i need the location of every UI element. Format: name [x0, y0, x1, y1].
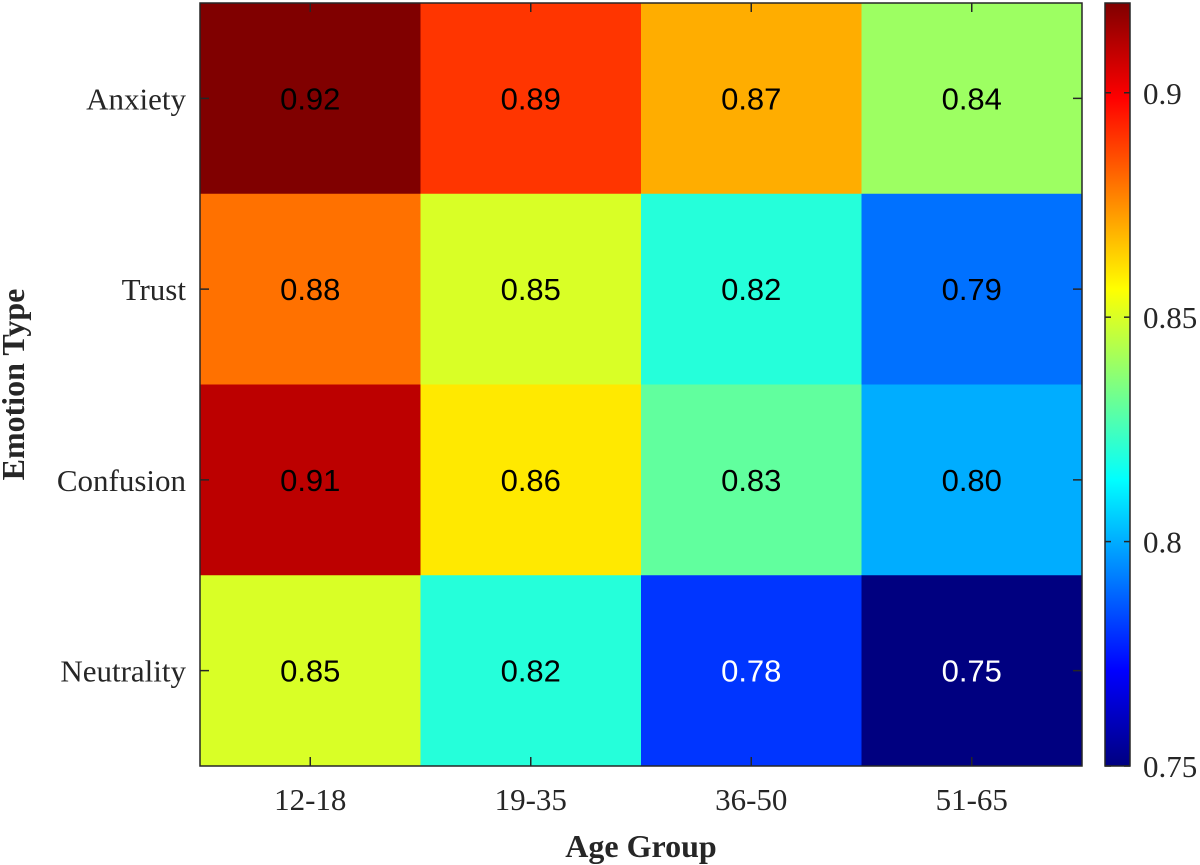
y-tick-label: Trust [122, 272, 187, 307]
heatmap-value-labels: 0.92 0.89 0.87 0.84 0.88 0.85 0.82 0.79 0.91 0.86… [280, 81, 1002, 688]
y-tick-label: Neutrality [60, 654, 186, 689]
cell-value-label: 0.82 [721, 272, 781, 307]
cell-value-label: 0.91 [280, 463, 340, 498]
y-axis-ticks: Anxiety Trust Confusion Neutrality [57, 81, 1082, 689]
heatmap-cell [420, 3, 642, 195]
cell-value-label: 0.82 [501, 654, 561, 689]
cell-value-label: 0.75 [942, 654, 1002, 689]
heatmap-cells [200, 3, 1083, 767]
cell-value-label: 0.85 [280, 654, 340, 689]
plot-frame [199, 2, 1083, 767]
cell-value-label: 0.87 [721, 81, 781, 116]
cell-value-label: 0.83 [721, 463, 781, 498]
colorbar-ticks: 0.75 0.8 0.85 0.9 [1105, 76, 1197, 784]
heatmap-cell [641, 193, 862, 385]
heatmap-cell [200, 193, 421, 385]
x-tick-label: 51-65 [936, 782, 1008, 817]
colorbar-gradient [1104, 2, 1131, 767]
heatmap-cell [420, 193, 642, 385]
heatmap-cell [861, 3, 1083, 195]
cell-value-label: 0.88 [280, 272, 340, 307]
colorbar: 0.75 0.8 0.85 0.9 [1104, 2, 1197, 784]
heatmap-cell [641, 575, 862, 767]
colorbar-tick-label: 0.8 [1143, 525, 1182, 560]
x-tick-label: 36-50 [715, 782, 787, 817]
x-axis-ticks: 12-18 19-35 36-50 51-65 [274, 3, 1008, 817]
heatmap-cell [861, 193, 1083, 385]
heatmap-cell [420, 384, 642, 576]
cell-value-label: 0.78 [721, 654, 781, 689]
cell-value-label: 0.84 [942, 81, 1002, 116]
heatmap-cell [641, 384, 862, 576]
cell-value-label: 0.79 [942, 272, 1002, 307]
heatmap-cell [641, 3, 862, 195]
cell-value-label: 0.89 [501, 81, 561, 116]
heatmap-cell [200, 384, 421, 576]
x-axis-title: Age Group [565, 828, 716, 864]
heatmap-cell [200, 3, 421, 195]
cell-value-label: 0.80 [942, 463, 1002, 498]
x-tick-label: 19-35 [495, 782, 567, 817]
y-tick-label: Anxiety [86, 81, 186, 116]
cell-value-label: 0.85 [501, 272, 561, 307]
heatmap-cell [861, 384, 1083, 576]
heatmap-cell [200, 575, 421, 767]
heatmap-cell [861, 575, 1083, 767]
x-tick-label: 12-18 [274, 782, 346, 817]
heatmap-cell [420, 575, 642, 767]
colorbar-tick-label: 0.9 [1143, 76, 1182, 111]
y-axis-title: Emotion Type [0, 289, 31, 481]
colorbar-tick-label: 0.85 [1143, 300, 1197, 335]
colorbar-tick-label: 0.75 [1143, 749, 1197, 784]
cell-value-label: 0.86 [501, 463, 561, 498]
cell-value-label: 0.92 [280, 81, 340, 116]
y-tick-label: Confusion [57, 463, 187, 498]
